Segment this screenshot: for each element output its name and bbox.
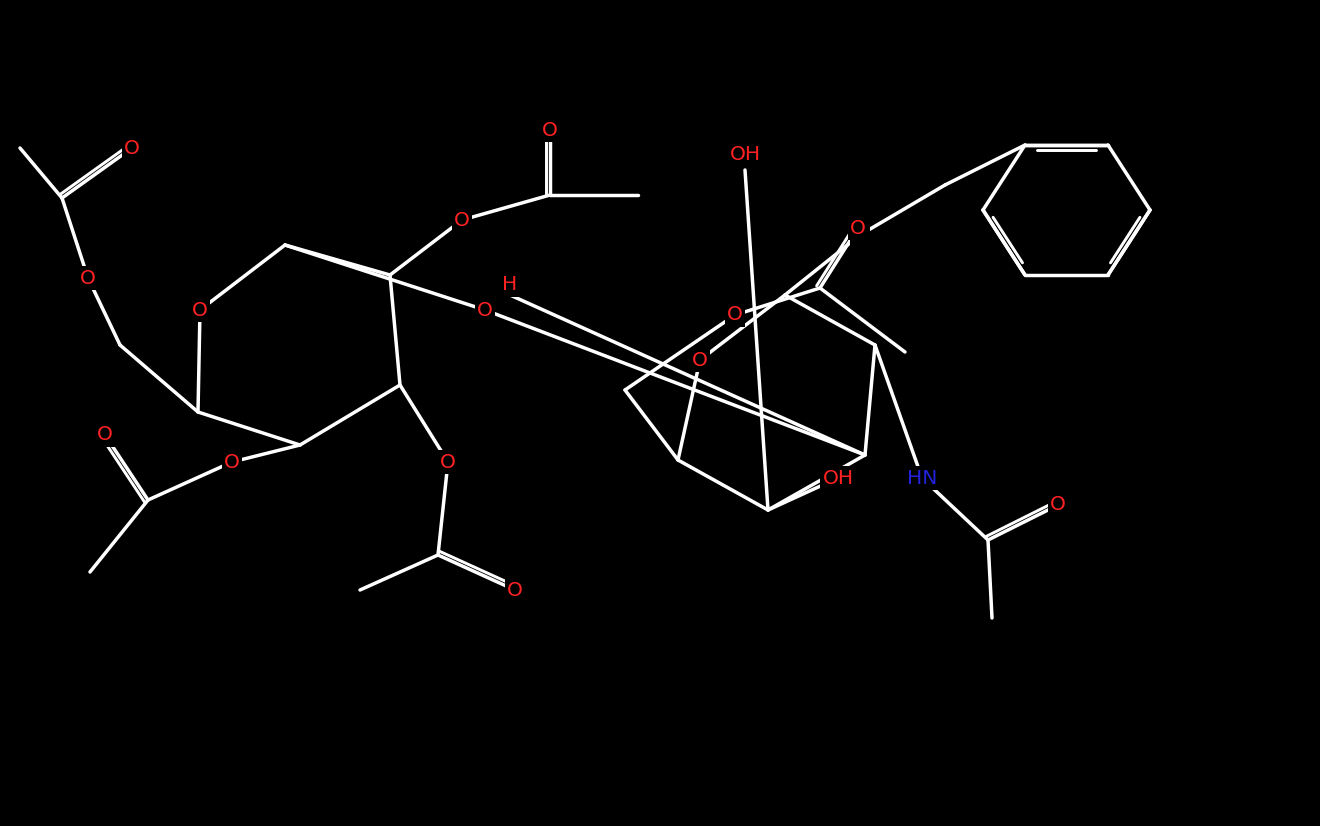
Text: O: O: [477, 301, 492, 320]
Text: O: O: [454, 211, 470, 230]
Text: O: O: [98, 425, 114, 444]
Text: O: O: [1051, 496, 1067, 515]
Text: O: O: [543, 121, 558, 140]
Text: O: O: [124, 139, 140, 158]
Text: HN: HN: [907, 468, 937, 487]
Text: O: O: [853, 225, 869, 244]
Text: OH: OH: [730, 145, 760, 164]
Text: O: O: [224, 453, 240, 472]
Text: H: H: [503, 276, 517, 295]
Text: H: H: [503, 276, 517, 295]
Text: O: O: [193, 301, 209, 320]
Text: O: O: [692, 350, 708, 369]
Text: O: O: [81, 268, 96, 287]
Text: O: O: [507, 581, 523, 600]
Text: OH: OH: [822, 468, 854, 487]
Text: O: O: [440, 453, 455, 472]
Text: O: O: [727, 306, 743, 325]
Text: O: O: [850, 219, 866, 238]
